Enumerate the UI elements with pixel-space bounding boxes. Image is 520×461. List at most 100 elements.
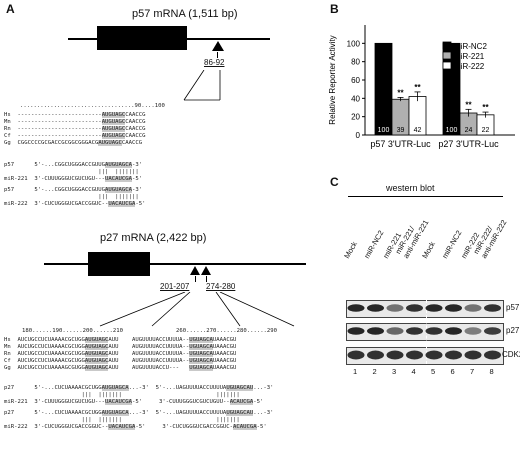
duplex-seed: AUGUAGCA	[105, 162, 132, 168]
group-label: p57 3'UTR-Luc	[370, 139, 431, 149]
p57-duplex-row: miR-222 3'-CUCUGGGUCGACCGGUC--UACAUCGA-5…	[4, 201, 145, 208]
sequence-suffix: CAACCG	[125, 119, 146, 125]
sequence-prefix: AUCUGCCUCUAAAACGCUGG	[17, 344, 85, 350]
blot-band	[347, 327, 365, 335]
duplex-name: miR-222	[4, 201, 35, 207]
bar-value-label: 100	[446, 127, 458, 134]
y-tick-label: 0	[356, 131, 361, 140]
p57-ruler: ..................................90....…	[20, 103, 165, 109]
duplex-name: p27	[4, 385, 35, 391]
p57-alignment-row: Mn -------------------------AUGUAGCCAACC…	[4, 119, 145, 126]
sequence-prefix-2: AUGUUUUACCUUUUA--	[132, 358, 190, 364]
sequence-prefix: -------------------------	[17, 126, 102, 132]
blot-bands	[347, 304, 501, 360]
duplex-prefix-2	[149, 417, 216, 423]
duplex-seed-2: UGUAGCAU	[226, 410, 254, 416]
duplex-prefix: |||	[34, 194, 116, 200]
duplex-suffix	[122, 392, 149, 398]
duplex-name: miR-222	[4, 424, 35, 430]
sequence-suffix: CAACCG	[125, 126, 146, 132]
p27-species-alignment: Hs AUCUGCCUCUAAAACGCUGGAUGUAGCAUU AUGUUU…	[4, 337, 236, 372]
blot-band	[367, 304, 384, 312]
duplex-seed: UACAUCGA	[108, 424, 136, 430]
sequence-suffix-2: UAAACGU	[212, 358, 237, 364]
sequence-prefix: AUCUGCCUCUAAAACGCUGG	[17, 337, 85, 343]
seed-region-2: UGUAGCA	[189, 351, 213, 357]
bar-value-label: 22	[482, 127, 490, 134]
duplex-name: p57	[4, 187, 35, 193]
duplex-seed: |||||||	[98, 392, 122, 398]
sequence-prefix-2: AUGUUUUACCUUUUA--	[132, 337, 190, 343]
legend-label: miR-221	[454, 52, 485, 61]
p27-alignment-row: Gg AUCUGCCUCUAAAAGCGUGGAUGUAGCAUU AUGUUU…	[4, 365, 236, 372]
sequence-prefix-2: AUGUUUUACCUUUUA--	[132, 344, 190, 350]
duplex-prefix: |||	[34, 417, 99, 423]
significance-mark: **	[482, 103, 489, 112]
p57-zoom-lines	[183, 70, 221, 101]
y-tick-label: 60	[351, 76, 360, 85]
reporter-activity-chart: 0 20 40 60 80 100 Relative Reporter Activity 10…	[328, 25, 515, 149]
duplex-prefix: 3'-CUUUGGGUCGUCUGU---	[34, 176, 106, 182]
duplex-suffix: ...-3'	[128, 410, 156, 416]
duplex-prefix: 5'-...CGGCUGGGACCGUUG	[34, 187, 106, 193]
significance-mark: **	[414, 83, 421, 92]
lane-number: 3	[392, 367, 397, 376]
sequence-suffix-2: UAAACGU	[212, 351, 237, 357]
duplex-suffix-2: -5'	[256, 424, 267, 430]
p57-site-marker	[212, 41, 224, 51]
p57-duplex: p57 5'-...CGGCUGGGACCGUUGAUGUAGCA-3' |||…	[4, 162, 145, 208]
y-tick-label: 40	[351, 94, 360, 103]
duplex-seed-2: |||||||	[216, 417, 240, 423]
blot-band	[425, 327, 443, 335]
duplex-name	[4, 392, 34, 398]
duplex-suffix-2: -5'	[253, 399, 264, 405]
duplex-suffix: -3'	[132, 162, 143, 168]
duplex-suffix-2: ...-3'	[253, 410, 274, 416]
blot-band	[367, 327, 384, 335]
western-blot-header-line	[348, 196, 503, 197]
duplex-name: p57	[4, 162, 35, 168]
p27-ruler-1: 180......190......200......210	[22, 328, 124, 334]
seed-region: AUGUAGC	[101, 133, 126, 139]
blot-band	[464, 350, 482, 360]
p27-cds-box	[88, 252, 150, 276]
legend-label: miR-222	[454, 62, 485, 71]
sequence-suffix: CAACCG	[125, 112, 146, 118]
duplex-prefix-2	[149, 392, 216, 398]
p27-duplex-row: miR-222 3'-CUCUGGGUCGACCGGUC--UACAUCGA-5…	[4, 424, 273, 431]
significance-mark: **	[465, 100, 472, 109]
y-tick-label: 20	[351, 113, 360, 122]
blot-label-p57: p57	[506, 303, 520, 312]
sequence-prefix: -------------------------	[17, 112, 102, 118]
p27-mrna-line	[44, 263, 306, 265]
panel-b-label: B	[330, 2, 339, 16]
duplex-seed: AUGUAGCA	[101, 410, 129, 416]
lane-number: 6	[450, 367, 455, 376]
p27-site-label-1: 201-207	[160, 282, 190, 291]
species-name: Hs	[4, 112, 18, 118]
bar-miR-NC2	[374, 42, 393, 136]
p57-duplex-row: miR-221 3'-CUUUGGGUCGUCUGU---UACAUCGA-5'	[4, 176, 145, 183]
duplex-prefix-2: 5'-...UAGUUUUACCUUUUA	[155, 410, 227, 416]
duplex-name: miR-221	[4, 176, 35, 182]
duplex-suffix: -3'	[132, 187, 143, 193]
blot-row-p27	[346, 323, 504, 341]
p27-alignment-row: Rn AUCUGCCUCUAAAACGCUGGAUGUAGCAUU AUGUUU…	[4, 351, 236, 358]
lane-label: Mock	[342, 239, 359, 260]
lane-number: 1	[353, 367, 358, 376]
sequence-suffix-2: UAAACGU	[212, 365, 237, 371]
duplex-prefix: 5'-...CUCUAAAACGCUGG	[34, 410, 102, 416]
blot-band	[464, 327, 482, 335]
lane-number: 4	[411, 367, 416, 376]
duplex-suffix	[122, 417, 149, 423]
p57-duplex-row: p57 5'-...CGGCUGGGACCGUUGAUGUAGCA-3'	[4, 162, 145, 169]
duplex-prefix: |||	[34, 169, 116, 175]
sequence-prefix: AUCUGCCUCUAAAACGCUGG	[17, 351, 85, 357]
blot-band	[386, 350, 404, 360]
y-axis-label: Relative Reporter Activity	[328, 35, 337, 124]
blot-band	[484, 350, 501, 360]
blot-band	[347, 350, 365, 360]
sequence-prefix-2: AUGUUUUACCUUUUA--	[132, 351, 190, 357]
species-name: Hs	[4, 337, 18, 343]
duplex-seed: AUGUAGCA	[101, 385, 129, 391]
